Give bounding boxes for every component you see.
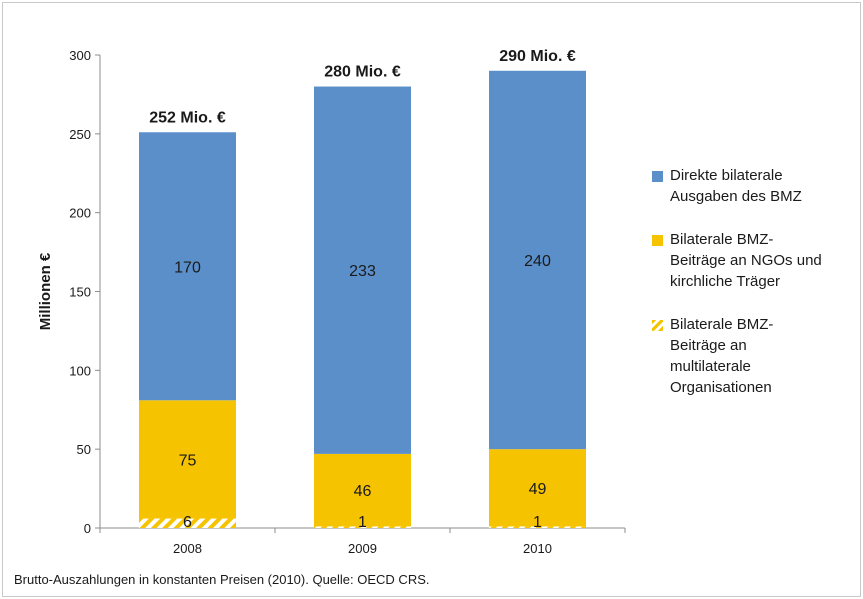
legend-label: Ausgaben des BMZ xyxy=(670,188,802,205)
data-label: 233 xyxy=(349,263,376,280)
y-tick-label: 250 xyxy=(69,127,91,142)
data-label: 49 xyxy=(529,481,547,498)
total-label: 252 Mio. € xyxy=(149,109,226,126)
legend-item: Bilaterale BMZ- Beiträge an NGOs und kirch… xyxy=(652,229,857,292)
data-label: 6 xyxy=(183,514,192,531)
x-tick-label: 2010 xyxy=(523,541,552,556)
legend-item: Bilaterale BMZ- Beiträge an multilaterale O… xyxy=(652,314,857,398)
y-tick-label: 200 xyxy=(69,206,91,221)
y-tick-label: 150 xyxy=(69,285,91,300)
total-label: 290 Mio. € xyxy=(499,48,576,65)
data-label: 46 xyxy=(354,483,372,500)
legend-label: Bilaterale BMZ- xyxy=(670,316,774,333)
legend-swatch xyxy=(652,235,663,246)
x-tick-label: 2009 xyxy=(348,541,377,556)
legend-label: Organisationen xyxy=(670,379,772,396)
bar-segment xyxy=(139,518,236,528)
bar-segment xyxy=(314,86,411,454)
legend-swatch xyxy=(652,320,663,331)
data-label: 75 xyxy=(179,452,197,469)
legend-item: Direkte bilaterale Ausgaben des BMZ xyxy=(652,165,857,207)
bar-segment xyxy=(314,453,411,527)
bar-segment xyxy=(489,70,586,450)
chart-caption: Brutto-Auszahlungen in konstanten Preise… xyxy=(14,572,430,587)
bar-segment xyxy=(139,132,236,401)
legend-label: Bilaterale BMZ- xyxy=(670,231,774,248)
data-label: 240 xyxy=(524,253,551,270)
y-axis-title: Millionen € xyxy=(37,252,54,330)
legend-label: kirchliche Träger xyxy=(670,273,781,290)
y-tick-label: 50 xyxy=(77,442,91,457)
data-label: 170 xyxy=(174,259,201,276)
legend-label: Direkte bilaterale xyxy=(670,167,783,184)
y-tick-label: 100 xyxy=(69,363,91,378)
legend-label: multilaterale xyxy=(670,358,751,375)
data-label: 1 xyxy=(533,514,542,531)
x-tick-label: 2008 xyxy=(173,541,202,556)
chart-legend: Direkte bilaterale Ausgaben des BMZ Bilate… xyxy=(652,165,857,420)
bar-segment xyxy=(489,449,586,527)
data-label: 1 xyxy=(358,514,367,531)
total-label: 280 Mio. € xyxy=(324,64,401,81)
legend-swatch xyxy=(652,171,663,182)
bar-segment xyxy=(139,400,236,519)
bar-segment xyxy=(314,526,411,528)
y-tick-label: 300 xyxy=(69,48,91,63)
legend-label: Beiträge an NGOs und xyxy=(670,252,822,269)
legend-label: Beiträge an xyxy=(670,337,747,354)
y-tick-label: 0 xyxy=(84,521,91,536)
bar-segment xyxy=(489,526,586,528)
